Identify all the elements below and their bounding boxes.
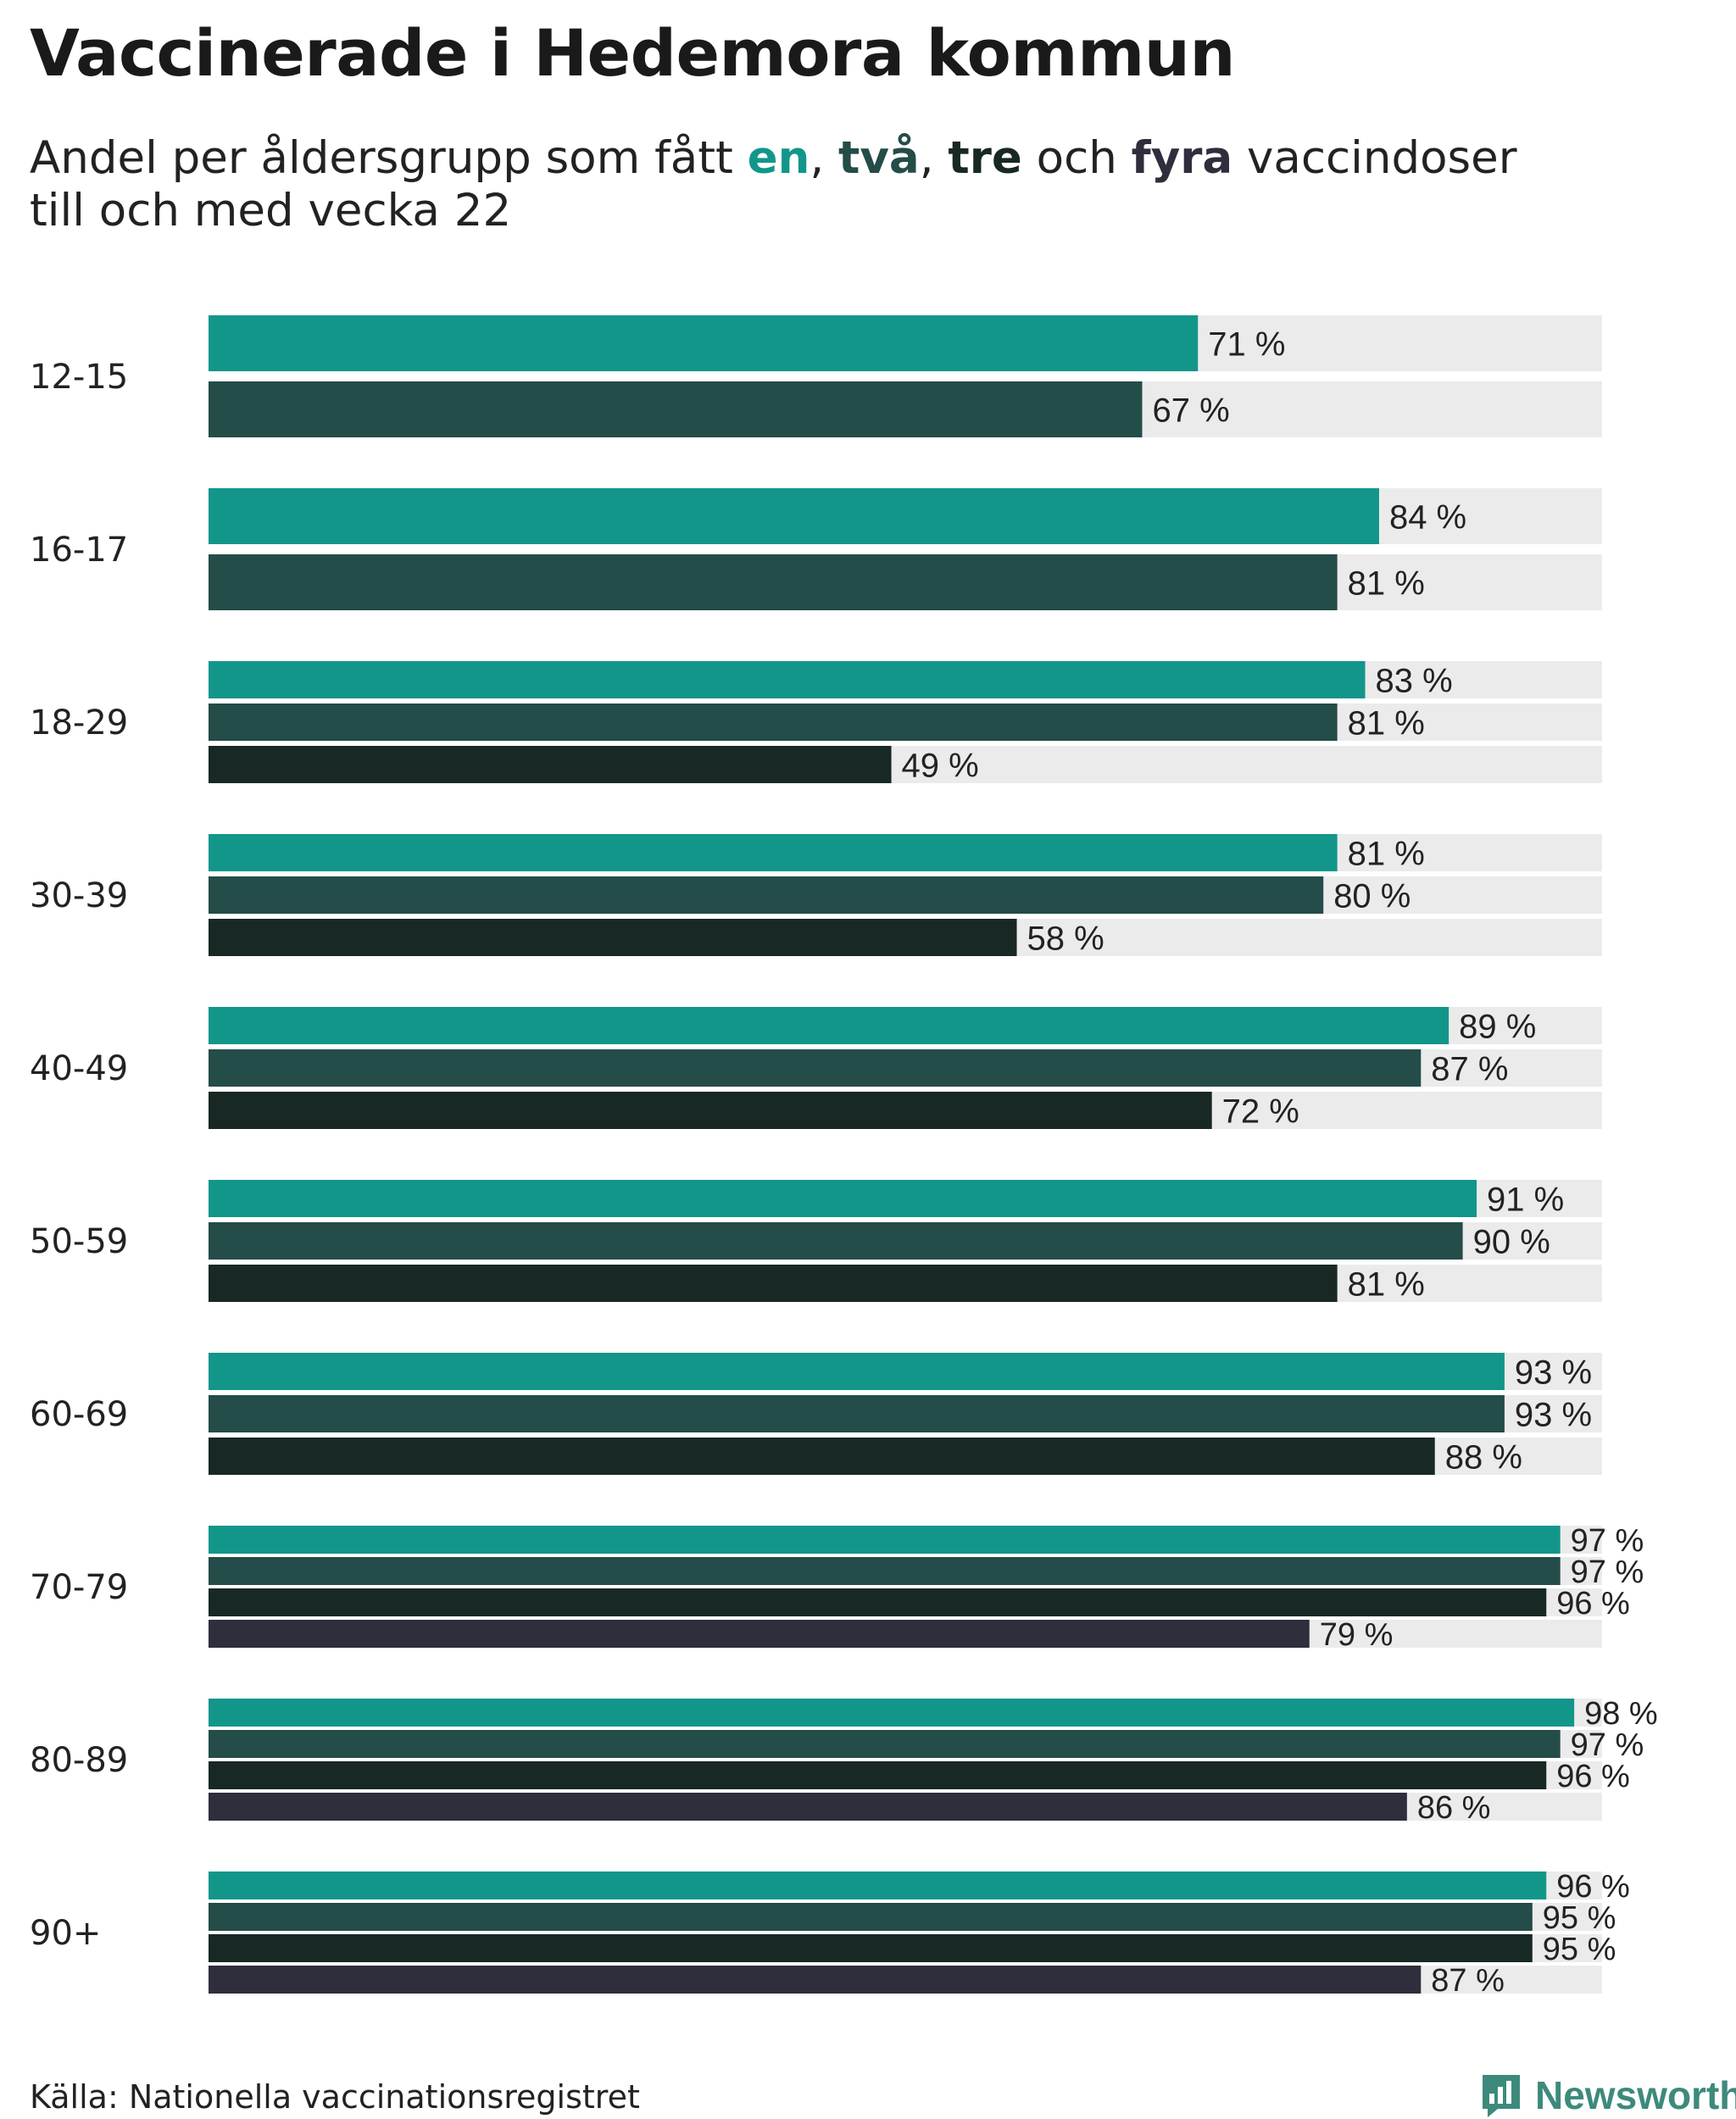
data-label: 81 %: [1348, 704, 1425, 742]
data-label: 79 %: [1320, 1617, 1394, 1653]
subtitle-keyword-en: en: [747, 132, 810, 184]
data-label: 91 %: [1487, 1181, 1564, 1218]
bar-tre: [209, 919, 1017, 956]
subtitle-line-1: Andel per åldersgrupp som fått en, två, …: [30, 132, 1517, 185]
chart-subtitle: Andel per åldersgrupp som fått en, två, …: [30, 132, 1517, 237]
bar-en: [209, 834, 1338, 871]
category-label: 18-29: [30, 704, 128, 742]
bar-två: [209, 876, 1324, 914]
bar-fyra: [209, 1620, 1310, 1648]
data-label: 81 %: [1348, 565, 1425, 602]
data-label: 81 %: [1348, 835, 1425, 872]
category-label: 70-79: [30, 1568, 128, 1607]
data-label: 86 %: [1417, 1790, 1491, 1826]
data-label: 90 %: [1473, 1223, 1550, 1260]
bar-fyra: [209, 1966, 1422, 1994]
bar-en: [209, 1872, 1547, 1899]
bar-tre: [209, 1092, 1212, 1129]
bar-två: [209, 381, 1143, 437]
data-label: 96 %: [1556, 1759, 1630, 1794]
newsworthy-chart-icon: [1483, 2075, 1520, 2117]
data-label: 58 %: [1027, 920, 1104, 957]
bar-två: [209, 554, 1338, 610]
subtitle-keyword-tre: tre: [948, 132, 1022, 184]
source-note: Källa: Nationella vaccinationsregistret: [30, 2078, 640, 2116]
data-label: 95 %: [1543, 1932, 1616, 1967]
logo-text: Newsworthy: [1535, 2073, 1736, 2117]
data-label: 81 %: [1348, 1265, 1425, 1303]
bar-en: [209, 1526, 1561, 1554]
data-label: 84 %: [1389, 498, 1466, 536]
subtitle-keyword-fyra: fyra: [1131, 132, 1233, 184]
subtitle-prefix: Andel per åldersgrupp som fått: [30, 132, 748, 184]
data-label: 80 %: [1333, 877, 1410, 915]
category-label: 60-69: [30, 1395, 128, 1434]
bar-en: [209, 315, 1199, 371]
data-label: 83 %: [1376, 662, 1453, 699]
category-label: 80-89: [30, 1741, 128, 1780]
bar-två: [209, 1395, 1505, 1432]
data-label: 72 %: [1222, 1093, 1299, 1130]
chart-title: Vaccinerade i Hedemora kommun: [30, 15, 1235, 91]
data-label: 93 %: [1515, 1354, 1592, 1391]
bar-tre: [209, 1934, 1533, 1962]
subtitle-separator: och: [1021, 132, 1132, 184]
subtitle-suffix: vaccindoser: [1232, 132, 1517, 184]
bar-två: [209, 1222, 1463, 1260]
category-label: 90+: [30, 1914, 101, 1953]
bar-tre: [209, 1265, 1338, 1302]
bar-två: [209, 1557, 1561, 1585]
category-label: 40-49: [30, 1049, 128, 1088]
category-label: 16-17: [30, 531, 128, 570]
category-label: 50-59: [30, 1222, 128, 1261]
subtitle-separator: ,: [919, 132, 949, 184]
subtitle-keyword-tva: två: [838, 132, 920, 184]
newsworthy-logo: Newsworthy: [1479, 2072, 1736, 2119]
data-label: 49 %: [902, 747, 979, 784]
bar-två: [209, 1049, 1422, 1087]
data-label: 87 %: [1431, 1050, 1508, 1087]
data-label: 89 %: [1459, 1008, 1536, 1045]
data-label: 95 %: [1543, 1900, 1616, 1936]
bar-en: [209, 488, 1379, 544]
bar-fyra: [209, 1793, 1407, 1821]
bar-tre: [209, 1761, 1547, 1789]
bar-en: [209, 1699, 1575, 1727]
data-label: 71 %: [1208, 325, 1285, 363]
bar-chart: 12-15 71 % 67 % 16-17 84 % 81 % 18-29 83 % 81 % 4…: [30, 315, 1658, 1999]
subtitle-separator: ,: [810, 132, 839, 184]
data-label: 97 %: [1571, 1727, 1644, 1763]
data-label: 67 %: [1152, 392, 1229, 429]
category-label: 12-15: [30, 358, 128, 397]
data-label: 87 %: [1431, 1963, 1505, 1999]
bar-en: [209, 1353, 1505, 1390]
data-label: 88 %: [1445, 1438, 1522, 1476]
data-label: 98 %: [1584, 1696, 1658, 1732]
data-label: 93 %: [1515, 1396, 1592, 1433]
data-label: 97 %: [1571, 1523, 1644, 1559]
data-label: 96 %: [1556, 1869, 1630, 1905]
bar-en: [209, 661, 1366, 698]
bar-två: [209, 1730, 1561, 1758]
data-label: 96 %: [1556, 1586, 1630, 1621]
subtitle-line-2: till och med vecka 22: [30, 185, 512, 236]
bar-tre: [209, 1588, 1547, 1616]
bar-en: [209, 1007, 1449, 1044]
bar-tre: [209, 746, 892, 783]
bar-en: [209, 1180, 1477, 1217]
category-label: 30-39: [30, 876, 128, 915]
bar-tre: [209, 1438, 1435, 1475]
bar-två: [209, 1903, 1533, 1931]
data-label: 97 %: [1571, 1554, 1644, 1590]
bar-två: [209, 704, 1338, 741]
